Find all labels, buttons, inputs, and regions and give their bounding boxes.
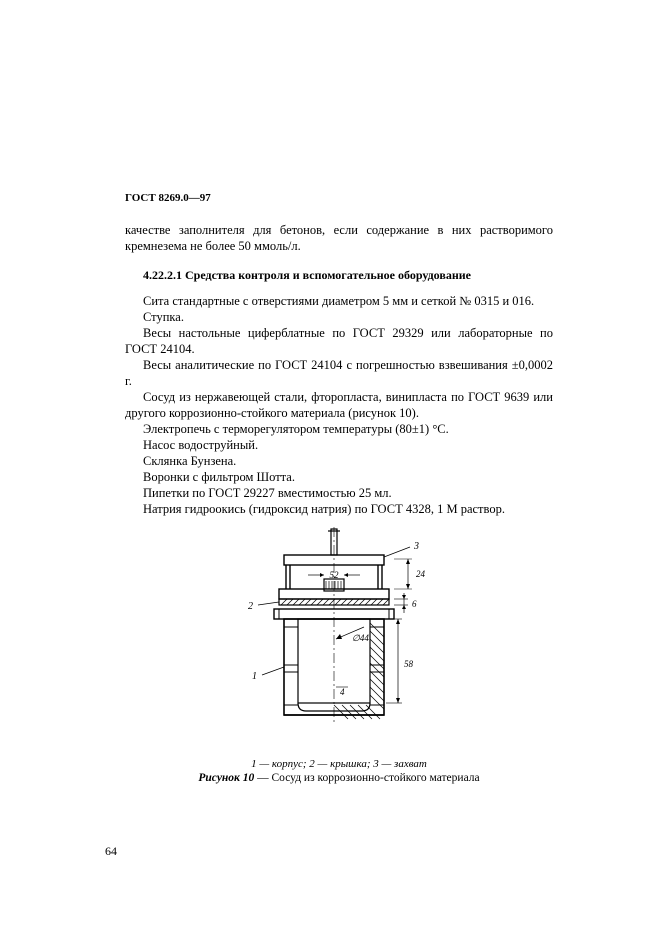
equipment-item: Сита стандартные с отверстиями диаметром…	[125, 293, 553, 309]
dim-d44: ∅44	[352, 633, 369, 643]
dim-24: 24	[416, 569, 426, 579]
figure-number: Рисунок 10	[198, 772, 254, 784]
figure-10: 52	[125, 527, 553, 784]
figure-legend: 1 — корпус; 2 — крышка; 3 — захват	[125, 758, 553, 770]
callout-3: 3	[413, 541, 419, 552]
dim-58: 58	[404, 659, 414, 669]
equipment-item: Склянка Бунзена.	[125, 453, 553, 469]
dim-4: 4	[340, 687, 345, 697]
callout-1: 1	[252, 671, 257, 682]
dim-6: 6	[412, 599, 417, 609]
equipment-item: Насос водоструйный.	[125, 437, 553, 453]
intro-paragraph-block: качестве заполнителя для бетонов, если с…	[125, 222, 553, 254]
equipment-item: Весы аналитические по ГОСТ 24104 с погре…	[125, 357, 553, 389]
page-content: ГОСТ 8269.0—97 качестве заполнителя для …	[125, 192, 553, 784]
figure-caption: Рисунок 10 — Сосуд из коррозионно-стойко…	[125, 772, 553, 784]
equipment-item: Сосуд из нержавеющей стали, фторопласта,…	[125, 389, 553, 421]
callout-2: 2	[248, 601, 253, 612]
figure-title-text: — Сосуд из коррозионно-стойкого материал…	[254, 772, 479, 784]
equipment-item: Весы настольные циферблатные по ГОСТ 293…	[125, 325, 553, 357]
equipment-item: Электропечь с терморегулятором температу…	[125, 421, 553, 437]
section-heading: 4.22.2.1 Средства контроля и вспомогател…	[125, 268, 553, 283]
intro-paragraph: качестве заполнителя для бетонов, если с…	[125, 222, 553, 254]
equipment-list: Сита стандартные с отверстиями диаметром…	[125, 293, 553, 517]
page-number: 64	[105, 844, 117, 859]
vessel-diagram: 52	[224, 527, 454, 747]
document-standard-code: ГОСТ 8269.0—97	[125, 192, 553, 204]
equipment-item: Пипетки по ГОСТ 29227 вместимостью 25 мл…	[125, 485, 553, 501]
equipment-item: Ступка.	[125, 309, 553, 325]
equipment-item: Натрия гидроокись (гидроксид натрия) по …	[125, 501, 553, 517]
equipment-item: Воронки с фильтром Шотта.	[125, 469, 553, 485]
